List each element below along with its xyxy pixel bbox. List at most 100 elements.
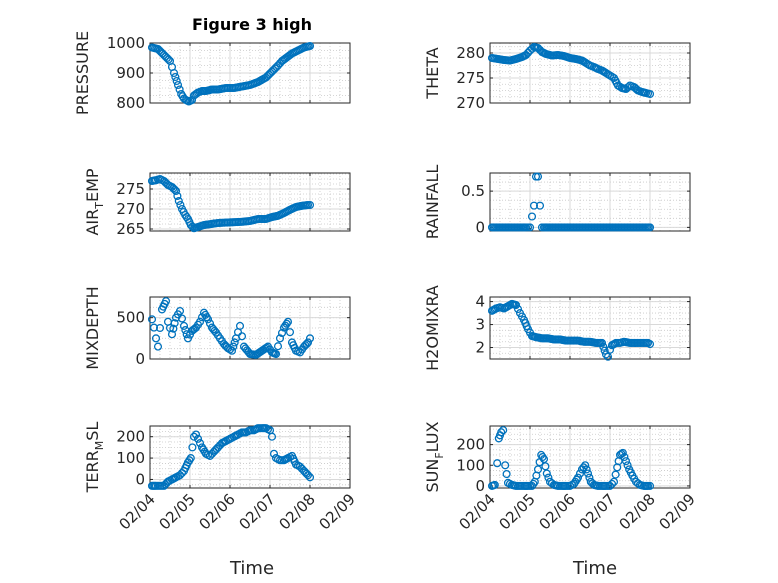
subplot-theta: 270 275 280 THETA — [423, 42, 691, 112]
y-tick-label: 2 — [475, 339, 485, 357]
axes-frame — [489, 296, 691, 360]
data-point-rainfall — [529, 201, 539, 210]
data-point-mixdepth — [179, 321, 189, 330]
data-point-mixdepth — [229, 342, 238, 351]
data-point-pressure — [169, 68, 179, 78]
data-point-mixdepth — [167, 330, 177, 339]
data-point-sun_flux — [541, 462, 550, 471]
x-tick-label: 02/09 — [316, 490, 359, 533]
y-axis-label: AIRTEMP — [83, 168, 106, 235]
data-point-mixdepth — [275, 334, 285, 343]
data-point-terr_msl — [186, 454, 195, 463]
y-tick-label: 800 — [116, 94, 145, 112]
data-point-sun_flux — [501, 461, 510, 470]
data-point-terr_msl — [189, 432, 199, 441]
data-point-h2omixra — [645, 340, 655, 349]
data-point-air_temp — [174, 196, 183, 206]
y-tick-label: 0 — [475, 218, 485, 236]
data-point-mixdepth — [205, 319, 215, 328]
data-point-mixdepth — [169, 324, 178, 333]
data-point-terr_msl — [205, 451, 215, 460]
data-point-air_temp — [173, 191, 182, 201]
data-point-pressure — [305, 41, 315, 51]
y-tick-label: 100 — [116, 449, 145, 467]
data-point-sun_flux — [645, 481, 655, 490]
y-axis-label: SUNFLUX — [423, 421, 446, 492]
subplot-h2omixra: 2 3 4 H2OMIXRA — [423, 285, 691, 371]
data-point-mixdepth — [170, 319, 179, 328]
data-point-sun_flux — [544, 473, 553, 482]
data-point-rainfall — [535, 201, 545, 210]
data-point-mixdepth — [175, 306, 185, 316]
y-axis-label: MIXDEPTH — [83, 286, 102, 369]
data-point-sun_flux — [618, 448, 627, 457]
x-tick-label: 02/05 — [496, 490, 539, 533]
data-point-h2omixra — [599, 342, 608, 351]
x-tick-label: 02/08 — [276, 490, 319, 533]
y-axis-label: PRESSURE — [73, 31, 92, 115]
data-point-mixdepth — [271, 349, 281, 359]
data-point-sun_flux — [538, 452, 547, 462]
data-point-h2omixra — [511, 300, 521, 310]
subplot-pressure: 800 900 1000 PRESSURE — [73, 31, 351, 115]
y-tick-label: 270 — [116, 200, 145, 218]
y-tick-label: 275 — [116, 180, 145, 198]
data-point-mixdepth — [227, 346, 237, 355]
y-axis-label: THETA — [423, 47, 442, 99]
data-point-mixdepth — [203, 315, 213, 324]
x-tick-label: 02/08 — [616, 490, 659, 533]
subplot-terr_msl: 0 100 200 TERRMSL 02/0402/0502/0602/0702/080… — [83, 422, 359, 534]
data-point-sun_flux — [609, 477, 619, 486]
data-point-pressure — [171, 72, 180, 82]
data-point-mixdepth — [282, 319, 291, 328]
data-point-sun_flux — [493, 459, 502, 468]
data-point-mixdepth — [235, 321, 245, 330]
data-point-terr_msl — [195, 439, 205, 448]
data-point-mixdepth — [195, 317, 205, 326]
x-tick-label: 02/04 — [456, 490, 499, 533]
data-point-sun_flux — [582, 465, 591, 474]
data-point-terr_msl — [295, 462, 305, 471]
y-axis-label: RAINFALL — [423, 165, 442, 240]
data-point-pressure — [173, 80, 183, 90]
data-point-h2omixra — [600, 346, 609, 355]
y-tick-label: 0.5 — [461, 182, 485, 200]
data-point-sun_flux — [621, 457, 631, 466]
data-point-sun_flux — [542, 469, 551, 478]
y-tick-label: 270 — [456, 94, 485, 112]
subplot-mixdepth: 0 500 MIXDEPTH — [83, 286, 351, 370]
data-point-terr_msl — [191, 430, 201, 439]
y-tick-label: 275 — [456, 69, 485, 87]
data-point-terr_msl — [175, 471, 185, 480]
y-tick-label: 900 — [116, 64, 145, 82]
y-tick-label: 0 — [135, 350, 145, 368]
data-point-air_temp — [169, 184, 178, 193]
data-point-terr_msl — [188, 443, 197, 452]
data-point-mixdepth — [285, 328, 295, 337]
x-axis-label-left: Time — [229, 558, 274, 579]
data-point-sun_flux — [620, 452, 629, 462]
data-point-mixdepth — [303, 338, 313, 347]
data-point-mixdepth — [177, 314, 187, 323]
data-point-sun_flux — [605, 481, 615, 490]
data-point-mixdepth — [283, 317, 293, 326]
axes-frame — [149, 425, 351, 489]
data-point-mixdepth — [161, 297, 171, 306]
y-tick-label: 3 — [475, 316, 485, 334]
subplot-sun_flux: 0 100 200 SUNFLUX 02/0402/0502/0602/0702/080… — [423, 421, 699, 533]
x-tick-label: 02/04 — [116, 490, 159, 533]
data-point-mixdepth — [230, 338, 239, 347]
data-point-sun_flux — [607, 479, 617, 488]
x-tick-label: 02/09 — [656, 490, 699, 533]
data-point-terr_msl — [213, 443, 223, 452]
data-point-sun_flux — [502, 469, 511, 479]
y-tick-label: 200 — [456, 436, 485, 454]
y-tick-label: 1000 — [107, 34, 145, 52]
data-point-terr_msl — [303, 471, 313, 480]
y-tick-label: 100 — [456, 456, 485, 474]
data-point-mixdepth — [155, 323, 165, 333]
data-point-rainfall — [533, 172, 543, 181]
data-point-sun_flux — [583, 469, 593, 478]
data-point-pressure — [175, 85, 184, 94]
